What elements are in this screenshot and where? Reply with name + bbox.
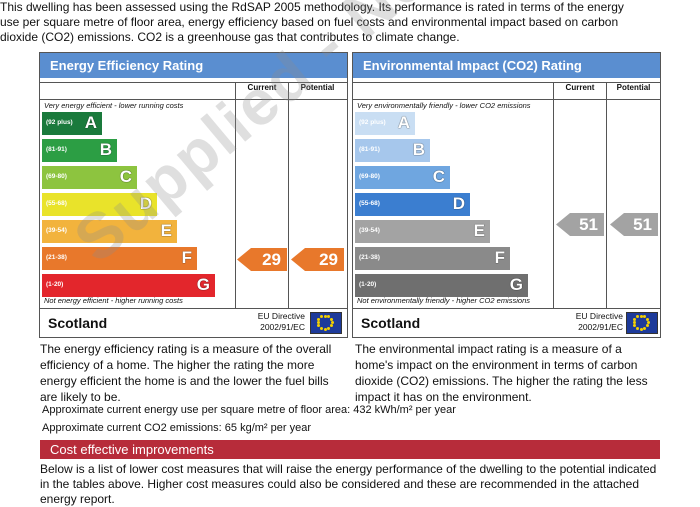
environmental-impact-panel: Environmental Impact (CO2) Rating Curren… — [352, 52, 661, 338]
band-range: (39-54) — [359, 227, 380, 234]
band-range: (69-80) — [46, 173, 67, 180]
environment-top-note: Very environmentally friendly - lower CO… — [357, 101, 531, 110]
band-letter: C — [432, 167, 445, 186]
band-a: (92 plus) A — [355, 112, 415, 135]
band-range: (1-20) — [359, 281, 377, 288]
environment-col-current: Current — [565, 83, 595, 92]
band-c: (69-80) C — [355, 166, 450, 189]
energy-col-current: Current — [247, 83, 277, 92]
eu-directive-label: EU Directive — [257, 311, 305, 321]
energy-bottom-note: Not energy efficient - higher running co… — [44, 296, 183, 305]
cost-effective-improvements-header: Cost effective improvements — [40, 440, 660, 459]
band-b: (81-91) B — [42, 139, 117, 162]
eu-directive-number: 2002/91/EC — [260, 322, 305, 332]
environment-col-potential: Potential — [616, 83, 651, 92]
band-g: (1-20) G — [355, 274, 528, 297]
band-letter: G — [196, 275, 210, 294]
environment-bottom-note: Not environmentally friendly - higher CO… — [357, 296, 530, 305]
band-d: (55-68) D — [42, 193, 157, 216]
band-letter: D — [139, 194, 152, 213]
intro-text: This dwelling has been assessed using th… — [0, 0, 624, 44]
band-range: (92 plus) — [46, 119, 73, 126]
energy-col-potential: Potential — [300, 83, 335, 92]
band-letter: B — [412, 140, 425, 159]
band-range: (55-68) — [359, 200, 380, 207]
band-g: (1-20) G — [42, 274, 215, 297]
band-range: (55-68) — [46, 200, 67, 207]
improvements-intro-text: Below is a list of lower cost measures t… — [40, 462, 657, 506]
environment-potential-rating: 51 — [610, 213, 658, 236]
environment-country: Scotland — [361, 315, 421, 331]
energy-eu-directive: EU Directive 2002/91/EC — [235, 311, 305, 333]
band-range: (39-54) — [46, 227, 67, 234]
energy-top-note: Very energy efficient - lower running co… — [44, 101, 184, 110]
energy-country: Scotland — [48, 315, 108, 331]
band-letter: C — [119, 167, 132, 186]
band-range: (21-38) — [359, 254, 380, 261]
band-range: (21-38) — [46, 254, 67, 261]
environment-current-rating: 51 — [556, 213, 604, 236]
band-e: (39-54) E — [355, 220, 490, 243]
band-a: (92 plus) A — [42, 112, 102, 135]
band-e: (39-54) E — [42, 220, 177, 243]
band-range: (81-91) — [359, 146, 380, 153]
eu-directive-number: 2002/91/EC — [578, 322, 623, 332]
band-letter: F — [181, 248, 192, 267]
band-letter: E — [473, 221, 485, 240]
band-letter: A — [397, 113, 410, 132]
environment-panel-title: Environmental Impact (CO2) Rating — [353, 53, 660, 78]
band-letter: G — [509, 275, 523, 294]
eu-flag-icon — [310, 312, 342, 334]
energy-use-line: Approximate current energy use per squar… — [42, 404, 456, 416]
band-letter: B — [99, 140, 112, 159]
band-range: (81-91) — [46, 146, 67, 153]
band-c: (69-80) C — [42, 166, 137, 189]
eu-directive-label: EU Directive — [575, 311, 623, 321]
co2-emissions-line: Approximate current CO2 emissions: 65 kg… — [42, 422, 311, 434]
eu-flag-icon — [626, 312, 658, 334]
energy-efficiency-panel: Energy Efficiency Rating Current Potenti… — [39, 52, 348, 338]
band-f: (21-38) F — [355, 247, 510, 270]
band-f: (21-38) F — [42, 247, 197, 270]
band-range: (1-20) — [46, 281, 64, 288]
environment-description: The environmental impact rating is a mea… — [355, 342, 648, 404]
energy-potential-rating: 29 — [291, 248, 344, 271]
band-range: (69-80) — [359, 173, 380, 180]
band-letter: E — [160, 221, 172, 240]
band-range: (92 plus) — [359, 119, 386, 126]
band-letter: A — [84, 113, 97, 132]
energy-panel-title: Energy Efficiency Rating — [40, 53, 347, 78]
energy-description: The energy efficiency rating is a measur… — [40, 342, 332, 404]
environment-eu-directive: EU Directive 2002/91/EC — [553, 311, 623, 333]
band-d: (55-68) D — [355, 193, 470, 216]
band-b: (81-91) B — [355, 139, 430, 162]
energy-current-rating: 29 — [237, 248, 287, 271]
band-letter: D — [452, 194, 465, 213]
band-letter: F — [494, 248, 505, 267]
